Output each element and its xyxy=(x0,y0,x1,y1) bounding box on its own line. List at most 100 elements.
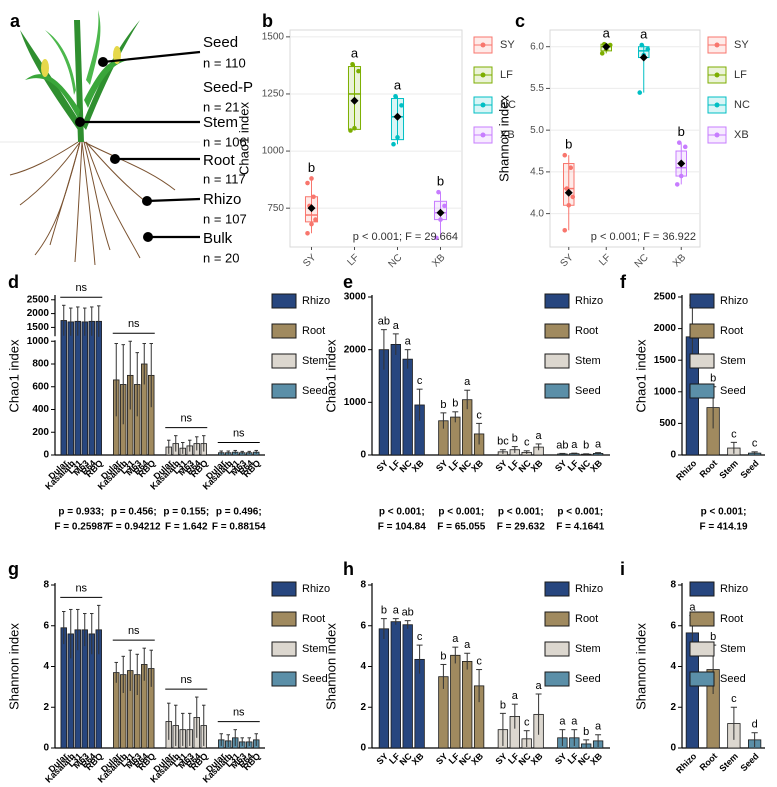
legend-label: Stem xyxy=(302,643,328,655)
x-tick-label: Rhizo xyxy=(674,751,699,776)
y-tick-label: 1250 xyxy=(262,89,285,100)
significance-letter: a xyxy=(640,26,648,41)
panel-letter: c xyxy=(515,11,525,31)
significance-letter: c xyxy=(417,375,423,387)
compartment-name: Rhizo xyxy=(203,191,241,208)
plot-area xyxy=(60,304,260,455)
x-tick-label: XB xyxy=(588,458,604,474)
legend-label: NC xyxy=(500,99,516,111)
significance-letter: b xyxy=(381,605,387,617)
significance-letter: b xyxy=(678,124,685,139)
point xyxy=(562,228,568,233)
y-tick-label: 0 xyxy=(670,743,676,754)
point xyxy=(566,202,572,208)
point xyxy=(352,125,357,131)
significance-letter: d xyxy=(752,719,758,731)
significance-letter: c xyxy=(752,438,758,450)
bar xyxy=(462,661,473,748)
bar xyxy=(81,321,88,455)
compartment-count: n = 117 xyxy=(203,171,246,186)
y-axis-title: Chao1 index xyxy=(323,339,338,412)
legend-key xyxy=(689,353,715,369)
significance-letter: ab xyxy=(378,316,390,328)
point xyxy=(562,152,568,158)
y-tick-label: 1000 xyxy=(344,397,367,408)
significance-letter: b xyxy=(437,174,444,189)
legend-label: XB xyxy=(500,129,515,141)
legend-label: Stem xyxy=(720,643,746,655)
y-tick-label: 0 xyxy=(360,743,366,754)
stats-annotation: F = 0.88154 xyxy=(212,522,266,533)
significance-letter: a xyxy=(393,320,400,332)
y-axis-title: Chao1 index xyxy=(633,339,648,412)
point xyxy=(356,68,361,74)
y-tick-label: 2500 xyxy=(27,294,50,305)
y-tick-label: 5.5 xyxy=(530,83,544,94)
legend-label: Rhizo xyxy=(302,583,330,595)
bar xyxy=(67,321,74,455)
bar xyxy=(390,621,401,748)
legend-label: Seed xyxy=(720,385,746,397)
legend-label: Root xyxy=(575,325,598,337)
plant-illustration xyxy=(0,10,201,266)
legend-key-dot xyxy=(714,102,720,108)
x-tick-label: SY xyxy=(301,252,318,269)
y-tick-label: 400 xyxy=(32,404,49,415)
significance-letter: b xyxy=(500,699,506,711)
annotation: ns xyxy=(233,427,245,439)
x-tick-label: XB xyxy=(469,458,485,474)
point xyxy=(436,189,441,195)
stats-annotation: p < 0.001; xyxy=(438,507,484,518)
panel-letter: b xyxy=(262,11,273,31)
x-tick-label: LF xyxy=(345,252,361,268)
y-tick-label: 4 xyxy=(43,661,49,672)
legend-key xyxy=(544,353,570,369)
axis-break-gap xyxy=(50,336,60,341)
stats-annotation: F = 1.642 xyxy=(165,522,208,533)
panel-letter: e xyxy=(343,272,353,292)
significance-letter: a xyxy=(464,639,471,651)
bar xyxy=(60,320,67,455)
x-tick-label: Stem xyxy=(717,458,740,481)
significance-letter: c xyxy=(524,717,530,729)
point xyxy=(348,128,353,133)
point xyxy=(682,144,688,150)
significance-letter: a xyxy=(393,605,400,617)
compartment-name: Bulk xyxy=(203,230,233,247)
y-axis-title: Chao1 index xyxy=(236,102,251,175)
panel-letter: h xyxy=(343,559,354,579)
label-dots xyxy=(75,57,153,242)
y-tick-label: 0 xyxy=(43,743,49,754)
legend-label: Root xyxy=(575,613,598,625)
bar xyxy=(378,628,390,748)
mean xyxy=(307,204,316,213)
significance-letter: a xyxy=(559,716,566,728)
annotation: ns xyxy=(233,707,245,719)
significance-letter: b xyxy=(565,137,572,152)
annotation: ns xyxy=(128,318,140,330)
significance-letter: a xyxy=(405,336,412,348)
significance-letter: a xyxy=(603,26,611,41)
y-tick-label: 8 xyxy=(670,580,676,591)
x-tick-label: XB xyxy=(410,458,426,474)
x-tick-label: XB xyxy=(529,751,545,767)
legend-label: XB xyxy=(734,129,749,141)
x-tick-label: XB xyxy=(469,751,485,767)
panel-letter: a xyxy=(10,11,21,31)
point xyxy=(676,140,682,145)
significance-letter: b xyxy=(440,399,446,411)
y-tick-label: 6 xyxy=(670,620,676,631)
bar xyxy=(402,624,413,748)
y-tick-label: 3000 xyxy=(344,292,367,303)
significance-letter: a xyxy=(536,430,543,442)
significance-letter: c xyxy=(524,437,530,449)
stats-annotation: F = 104.84 xyxy=(378,522,427,533)
legend-label: Seed xyxy=(720,673,746,685)
stats-annotation: p = 0.496; xyxy=(216,507,262,518)
legend-label: Seed xyxy=(575,385,601,397)
bar xyxy=(74,320,81,455)
stats-annotation: F = 0.25987 xyxy=(54,522,108,533)
legend-label: Stem xyxy=(302,355,328,367)
significance-letter: b xyxy=(452,398,458,410)
